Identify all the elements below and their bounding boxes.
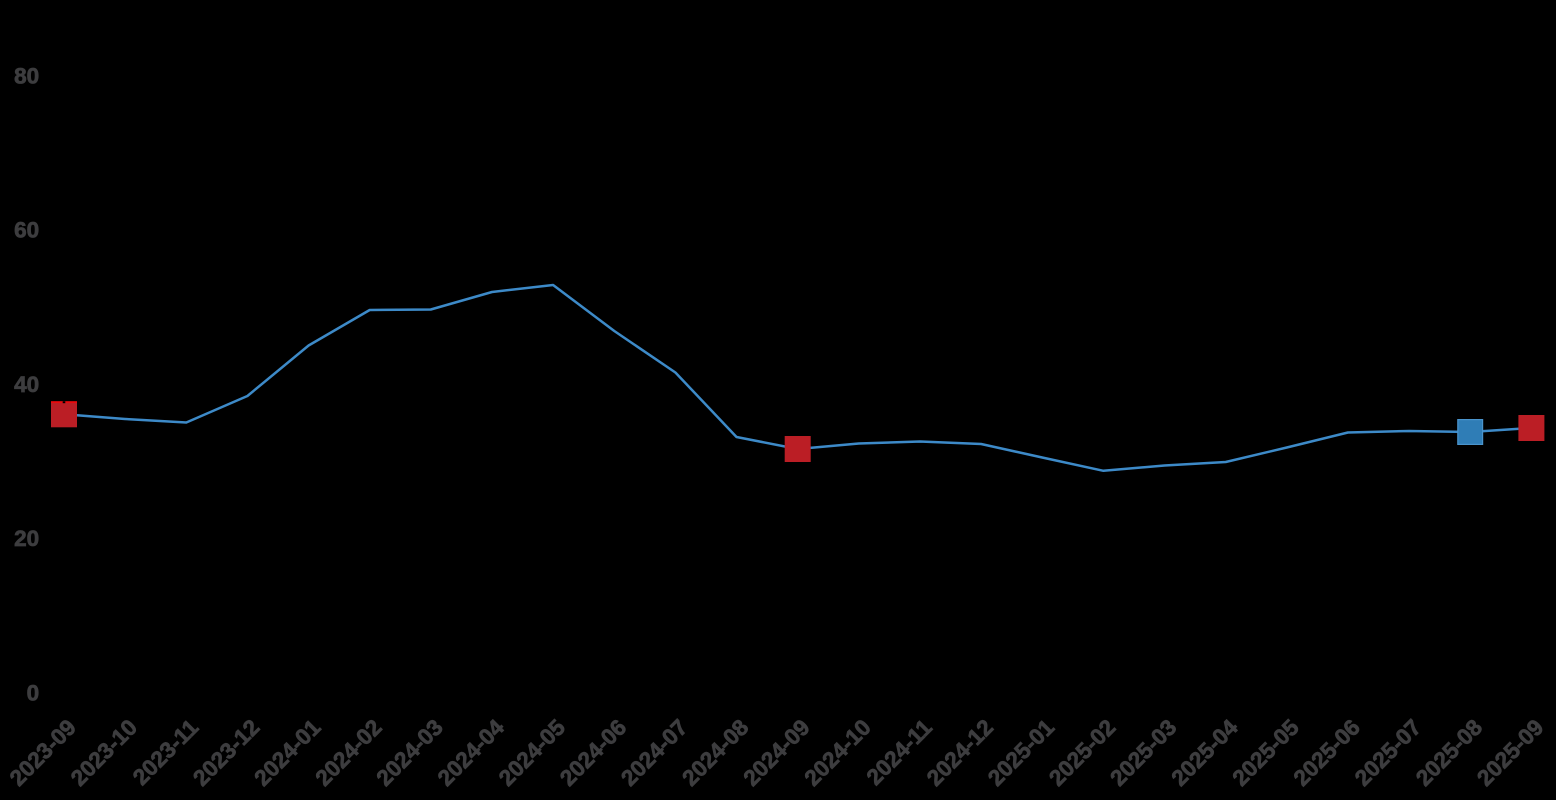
svg-text:2024-11: 2024-11 [862, 715, 937, 790]
svg-text:2024-09: 2024-09 [739, 715, 815, 791]
svg-text:2025-01: 2025-01 [983, 715, 1059, 791]
svg-text:2024-04: 2024-04 [433, 714, 509, 790]
svg-text:2023-09: 2023-09 [5, 715, 81, 791]
svg-text:2025-02: 2025-02 [1044, 715, 1120, 791]
svg-text:2024-08: 2024-08 [677, 715, 753, 791]
svg-text:2024-02: 2024-02 [311, 715, 387, 791]
svg-text:40: 40 [14, 372, 39, 397]
svg-text:2025-03: 2025-03 [1105, 715, 1181, 791]
svg-text:2024-03: 2024-03 [372, 715, 448, 791]
svg-text:2023-11: 2023-11 [128, 715, 203, 790]
svg-text:60: 60 [14, 218, 39, 243]
svg-text:2025-07: 2025-07 [1350, 715, 1426, 791]
svg-text:2025-06: 2025-06 [1289, 715, 1365, 791]
svg-text:2024-05: 2024-05 [494, 715, 570, 791]
svg-text:2024-12: 2024-12 [922, 715, 998, 791]
svg-text:2024-01: 2024-01 [249, 715, 325, 791]
svg-text:80: 80 [14, 64, 39, 89]
svg-text:2025-05: 2025-05 [1228, 715, 1304, 791]
svg-text:2024-06: 2024-06 [555, 715, 631, 791]
svg-text:2025-04: 2025-04 [1167, 714, 1243, 790]
svg-text:2025-08: 2025-08 [1411, 715, 1487, 791]
svg-text:2025-09: 2025-09 [1472, 715, 1548, 791]
svg-text:20: 20 [14, 526, 39, 551]
svg-text:2023-12: 2023-12 [188, 715, 264, 791]
svg-text:0: 0 [27, 681, 40, 706]
svg-text:2024-07: 2024-07 [616, 715, 692, 791]
svg-text:2023-10: 2023-10 [66, 715, 142, 791]
svg-text:2024-10: 2024-10 [800, 715, 876, 791]
